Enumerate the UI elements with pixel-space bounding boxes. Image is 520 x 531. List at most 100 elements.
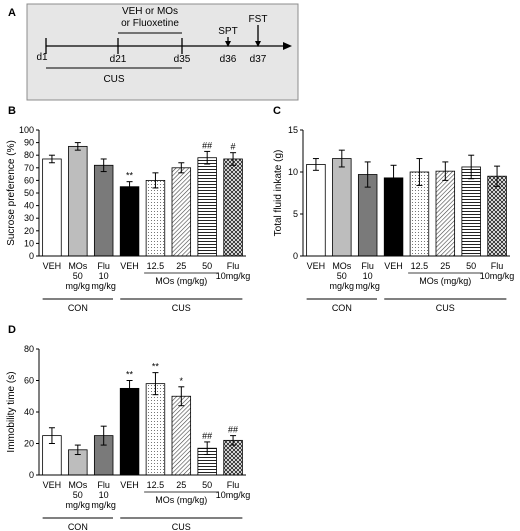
x-tick-label: mg/kg bbox=[66, 500, 91, 510]
y-tick-label: 90 bbox=[24, 138, 34, 148]
day-d21: d21 bbox=[110, 54, 127, 65]
x-tick-label: mg/kg bbox=[66, 281, 91, 291]
y-tick-label: 20 bbox=[24, 439, 34, 449]
x-tick-label: Flu bbox=[227, 480, 240, 490]
x-tick-label: MOs bbox=[68, 480, 87, 490]
x-tick-label: 10mg/kg bbox=[216, 271, 251, 281]
x-tick-label: 12.5 bbox=[147, 261, 165, 271]
significance-mark: ## bbox=[228, 425, 238, 435]
group-label-cus: CUS bbox=[436, 303, 455, 313]
bar bbox=[435, 170, 456, 257]
y-tick-label: 0 bbox=[29, 470, 34, 480]
x-tick-label: 25 bbox=[440, 261, 450, 271]
x-tick-label: 25 bbox=[176, 261, 186, 271]
y-tick-label: 40 bbox=[24, 201, 34, 211]
y-tick-label: 70 bbox=[24, 163, 34, 173]
bar bbox=[332, 158, 352, 257]
y-axis-title: Immobility time (s) bbox=[6, 371, 17, 452]
x-tick-label: MOs bbox=[68, 261, 87, 271]
y-tick-label: 10 bbox=[24, 238, 34, 248]
spt-arrowhead bbox=[225, 41, 231, 47]
panel-label-a: A bbox=[8, 7, 16, 19]
significance-mark: ** bbox=[126, 370, 134, 380]
y-tick-label: 60 bbox=[24, 376, 34, 386]
x-tick-label: VEH bbox=[43, 261, 62, 271]
x-tick-label: 50 bbox=[202, 261, 212, 271]
y-tick-label: 50 bbox=[24, 188, 34, 198]
significance-mark: # bbox=[231, 142, 236, 152]
bar bbox=[171, 167, 192, 257]
significance-mark: ** bbox=[152, 362, 160, 372]
y-tick-label: 30 bbox=[24, 213, 34, 223]
x-tick-label: Flu bbox=[97, 261, 110, 271]
x-tick-label: mg/kg bbox=[355, 281, 380, 291]
y-tick-label: 80 bbox=[24, 150, 34, 160]
group-label-cus: CUS bbox=[172, 303, 191, 313]
x-tick-label: 50 bbox=[466, 261, 476, 271]
bar bbox=[145, 179, 166, 257]
timeline-panel: A VEH or MOs or Fluoxetine SPT FST d1 d2… bbox=[8, 3, 299, 101]
bar bbox=[42, 158, 62, 257]
fst-arrowhead bbox=[255, 41, 261, 47]
bar bbox=[223, 158, 243, 257]
x-tick-label: VEH bbox=[384, 261, 403, 271]
x-tick-label: Flu bbox=[227, 261, 240, 271]
x-tick-label: Flu bbox=[491, 261, 504, 271]
timeline-box bbox=[26, 3, 299, 101]
group-label-cus: CUS bbox=[172, 522, 191, 531]
mos-sublabel: MOs (mg/kg) bbox=[155, 495, 207, 505]
y-tick-label: 40 bbox=[24, 407, 34, 417]
y-tick-label: 0 bbox=[29, 251, 34, 261]
bar bbox=[487, 175, 507, 257]
significance-mark: * bbox=[180, 376, 184, 386]
y-tick-label: 20 bbox=[24, 226, 34, 236]
mos-sublabel: MOs (mg/kg) bbox=[419, 276, 471, 286]
bar bbox=[306, 164, 326, 257]
x-tick-label: 10 bbox=[99, 271, 109, 281]
x-tick-label: 12.5 bbox=[411, 261, 429, 271]
bar bbox=[93, 164, 114, 257]
bar bbox=[197, 157, 217, 257]
y-axis-title: Sucrose preference (%) bbox=[6, 140, 17, 246]
y-tick-label: 0 bbox=[293, 251, 298, 261]
y-tick-label: 60 bbox=[24, 175, 34, 185]
treatment-line-2: or Fluoxetine bbox=[121, 18, 179, 29]
group-label-con: CON bbox=[332, 303, 352, 313]
x-tick-label: 50 bbox=[73, 490, 83, 500]
y-axis-title: Total fluid inkate (g) bbox=[273, 150, 284, 237]
x-tick-label: VEH bbox=[43, 480, 62, 490]
y-tick-label: 100 bbox=[19, 125, 34, 135]
significance-mark: ** bbox=[126, 171, 134, 181]
x-tick-label: Flu bbox=[97, 480, 110, 490]
x-tick-label: 50 bbox=[337, 271, 347, 281]
cus-label: CUS bbox=[103, 74, 124, 85]
x-tick-label: 10mg/kg bbox=[216, 490, 251, 500]
x-tick-label: MOs bbox=[332, 261, 351, 271]
test-spt: SPT bbox=[218, 26, 237, 37]
x-tick-label: VEH bbox=[120, 480, 139, 490]
y-tick-label: 5 bbox=[293, 209, 298, 219]
test-fst: FST bbox=[249, 14, 268, 25]
day-d37: d37 bbox=[250, 54, 267, 65]
day-d36: d36 bbox=[220, 54, 237, 65]
x-tick-label: 10 bbox=[363, 271, 373, 281]
x-tick-label: 50 bbox=[202, 480, 212, 490]
y-tick-label: 10 bbox=[288, 167, 298, 177]
x-tick-label: VEH bbox=[307, 261, 326, 271]
x-tick-label: mg/kg bbox=[91, 281, 116, 291]
bar bbox=[145, 383, 166, 476]
x-tick-label: 25 bbox=[176, 480, 186, 490]
x-tick-label: 12.5 bbox=[147, 480, 165, 490]
panel-label-b: B bbox=[8, 105, 16, 117]
treatment-line-1: VEH or MOs bbox=[122, 6, 178, 17]
mos-sublabel: MOs (mg/kg) bbox=[155, 276, 207, 286]
x-tick-label: VEH bbox=[120, 261, 139, 271]
y-tick-label: 80 bbox=[24, 344, 34, 354]
significance-mark: ## bbox=[202, 140, 212, 150]
day-d1: d1 bbox=[36, 52, 48, 63]
x-tick-label: Flu bbox=[361, 261, 374, 271]
